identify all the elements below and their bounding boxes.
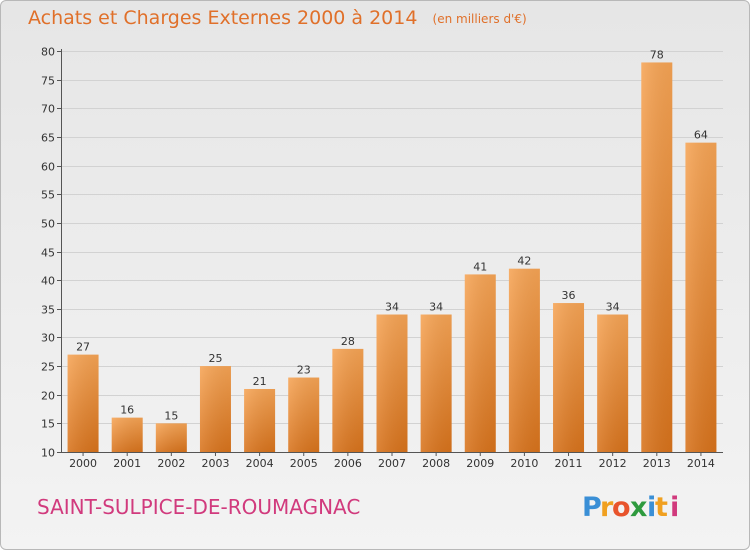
x-tick-label: 2005 bbox=[290, 457, 318, 470]
bar-shade bbox=[641, 62, 673, 452]
bar-shade bbox=[685, 142, 717, 452]
chart-title: Achats et Charges Externes 2000 à 2014 bbox=[28, 7, 418, 29]
commune-name: SAINT-SULPICE-DE-ROUMAGNAC bbox=[37, 495, 361, 519]
x-tick-label: 2004 bbox=[246, 457, 274, 470]
y-tick-label: 35 bbox=[41, 304, 55, 317]
y-tick-label: 65 bbox=[41, 132, 55, 145]
data-label: 34 bbox=[429, 301, 443, 314]
svg-text:o: o bbox=[612, 492, 631, 523]
y-tick-label: 70 bbox=[41, 103, 55, 116]
x-tick-label: 2001 bbox=[113, 457, 141, 470]
svg-text:i: i bbox=[647, 492, 656, 523]
data-label: 16 bbox=[120, 404, 134, 417]
bar-shade bbox=[288, 377, 320, 452]
svg-text:t: t bbox=[655, 492, 668, 523]
x-tick-label: 2013 bbox=[643, 457, 671, 470]
data-label: 15 bbox=[164, 409, 178, 422]
y-tick-label: 45 bbox=[41, 247, 55, 260]
y-tick-label: 40 bbox=[41, 275, 55, 288]
svg-text:i: i bbox=[670, 492, 679, 523]
data-label: 28 bbox=[341, 335, 355, 348]
x-tick-label: 2000 bbox=[69, 457, 97, 470]
bar-shade bbox=[508, 268, 540, 452]
y-tick-label: 60 bbox=[41, 161, 55, 174]
bar-shade bbox=[597, 314, 629, 452]
svg-text:r: r bbox=[600, 492, 614, 523]
bar-shade bbox=[464, 274, 496, 452]
bar-layer bbox=[67, 62, 717, 452]
data-label: 23 bbox=[297, 364, 311, 377]
chart-title-row: Achats et Charges Externes 2000 à 2014 (… bbox=[28, 7, 527, 37]
y-tick-label: 15 bbox=[41, 418, 55, 431]
data-label: 27 bbox=[76, 341, 90, 354]
x-tick-label: 2009 bbox=[466, 457, 494, 470]
x-tick-label: 2007 bbox=[378, 457, 406, 470]
y-tick-label: 20 bbox=[41, 390, 55, 403]
x-tick-label: 2006 bbox=[334, 457, 362, 470]
bar-shade bbox=[376, 314, 408, 452]
data-label: 41 bbox=[473, 260, 487, 273]
proxiti-logo: P r o x i t i bbox=[582, 492, 679, 523]
svg-text:x: x bbox=[630, 492, 647, 523]
chart-unit: (en milliers d'€) bbox=[432, 12, 527, 26]
x-tick-label: 2011 bbox=[555, 457, 583, 470]
data-label: 36 bbox=[562, 289, 576, 302]
x-tick-label: 2012 bbox=[599, 457, 627, 470]
data-label: 78 bbox=[650, 48, 664, 61]
bar-shade bbox=[111, 417, 143, 452]
bar-shade bbox=[199, 366, 231, 452]
y-tick-label: 25 bbox=[41, 361, 55, 374]
data-label: 25 bbox=[208, 352, 222, 365]
x-tick-label: 2014 bbox=[687, 457, 715, 470]
y-tick-label: 30 bbox=[41, 332, 55, 345]
x-tick-label: 2008 bbox=[422, 457, 450, 470]
data-label: 34 bbox=[606, 301, 620, 314]
bar-shade bbox=[420, 314, 452, 452]
y-tick-label: 75 bbox=[41, 75, 55, 88]
svg-text:P: P bbox=[582, 492, 602, 523]
bar-shade bbox=[553, 303, 585, 452]
y-tick-label: 80 bbox=[41, 46, 55, 59]
y-tick-label: 55 bbox=[41, 189, 55, 202]
bar-shade bbox=[67, 354, 99, 452]
y-tick-label: 10 bbox=[41, 447, 55, 460]
bar-shade bbox=[332, 348, 364, 452]
data-label: 21 bbox=[253, 375, 267, 388]
data-label: 42 bbox=[517, 255, 531, 268]
x-tick-label: 2010 bbox=[510, 457, 538, 470]
data-label: 64 bbox=[694, 129, 708, 142]
bar-shade bbox=[244, 388, 276, 452]
label-layer: 27 16 15 25 21 23 28 34 34 41 42 36 34 78 64 bbox=[76, 48, 708, 422]
axis-layer: 10 15 20 25 30 35 40 45 50 55 60 65 70 75 80 2000 2001 20… bbox=[41, 46, 723, 470]
x-tick-label: 2002 bbox=[157, 457, 185, 470]
y-tick-label: 50 bbox=[41, 218, 55, 231]
data-label: 34 bbox=[385, 301, 399, 314]
bar-shade bbox=[155, 423, 187, 452]
x-tick-label: 2003 bbox=[201, 457, 229, 470]
